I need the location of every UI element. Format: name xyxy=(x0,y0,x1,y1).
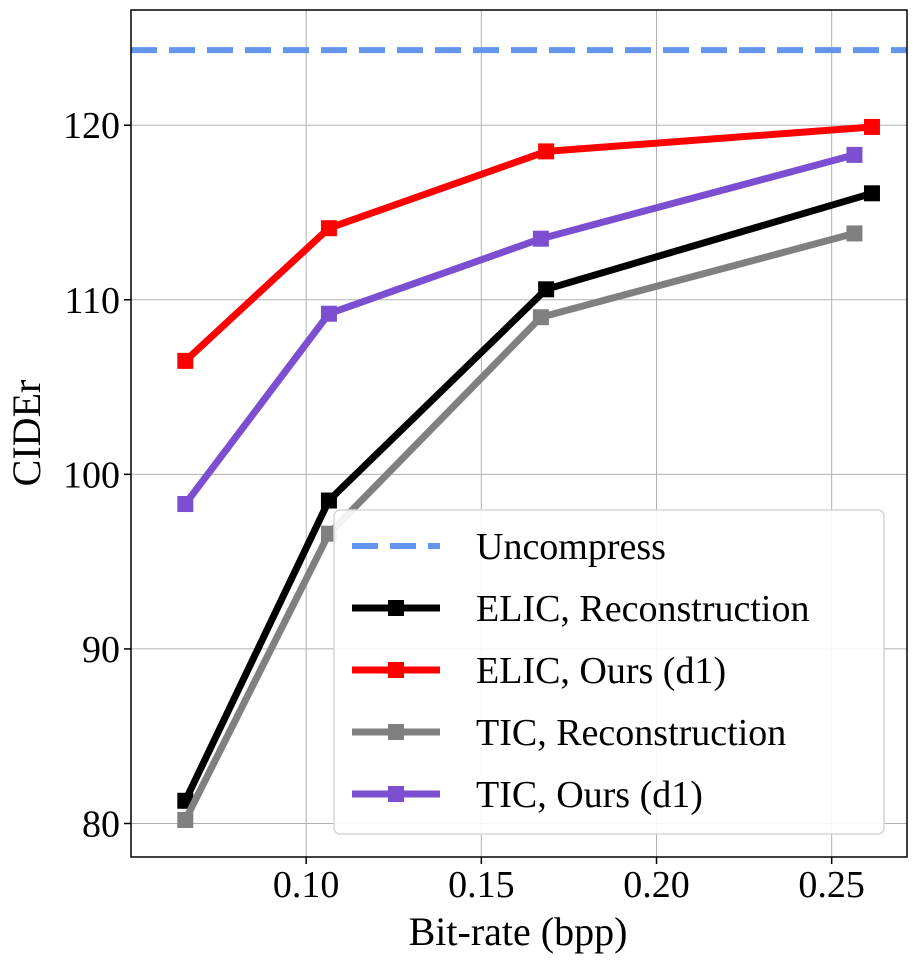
data-point-elic-reconstruction xyxy=(538,281,555,298)
legend-marker-tic-reconstruction xyxy=(388,724,404,740)
data-point-elic-reconstruction xyxy=(863,185,880,202)
series-line-tic-ours-d1 xyxy=(182,151,856,507)
legend-marker-elic-ours-d1 xyxy=(388,662,404,678)
x-tick-label: 0.25 xyxy=(798,864,865,906)
series-elic-ours-d1 xyxy=(177,118,880,369)
series-line-elic-reconstruction xyxy=(182,189,873,803)
series-layer xyxy=(177,118,880,828)
y-tick-label: 110 xyxy=(64,280,120,322)
data-point-elic-reconstruction xyxy=(320,492,337,509)
x-axis-title: Bit-rate (bpp) xyxy=(409,909,628,954)
data-point-tic-reconstruction xyxy=(177,811,194,828)
data-point-elic-ours-d1 xyxy=(320,220,337,237)
series-line-tic-reconstruction xyxy=(182,230,856,822)
data-point-elic-ours-d1 xyxy=(177,352,194,369)
y-tick-label: 100 xyxy=(63,454,120,496)
x-tick-label: 0.15 xyxy=(448,864,515,906)
data-point-elic-ours-d1 xyxy=(863,118,880,135)
data-point-tic-reconstruction xyxy=(532,309,549,326)
y-tick-label: 80 xyxy=(82,803,120,845)
tick-layer: 0.10 0.15 0.20 0.25 80 90 100 110 120 xyxy=(63,105,865,906)
legend-label-uncompress: Uncompress xyxy=(476,526,666,568)
series-elic-reconstruction xyxy=(177,185,880,809)
y-axis-title: CIDEr xyxy=(4,380,49,487)
data-point-tic-ours-d1 xyxy=(846,146,863,163)
legend-marker-tic-ours-d1 xyxy=(388,786,404,802)
plot-frame xyxy=(130,9,908,858)
legend-box xyxy=(333,509,885,835)
legend-label-tic-ours-d1: TIC, Ours (d1) xyxy=(476,774,703,816)
data-point-tic-ours-d1 xyxy=(320,305,337,322)
y-tick-label: 120 xyxy=(63,105,120,147)
legend-label-elic-ours-d1: ELIC, Ours (d1) xyxy=(476,650,726,692)
data-point-tic-reconstruction xyxy=(320,525,337,542)
series-tic-ours-d1 xyxy=(177,146,863,513)
legend-marker-elic-reconstruction xyxy=(388,600,404,616)
x-tick-label: 0.20 xyxy=(623,864,690,906)
data-point-tic-ours-d1 xyxy=(532,230,549,247)
data-point-tic-reconstruction xyxy=(846,225,863,242)
series-line-elic-ours-d1 xyxy=(182,123,873,364)
legend: Uncompress ELIC, Reconstruction ELIC, Ours… xyxy=(333,509,885,835)
series-tic-reconstruction xyxy=(177,225,863,828)
x-tick-label: 0.10 xyxy=(273,864,340,906)
y-tick-label: 90 xyxy=(82,629,120,671)
legend-label-elic-reconstruction: ELIC, Reconstruction xyxy=(476,588,809,630)
data-point-tic-ours-d1 xyxy=(177,496,194,513)
data-point-elic-ours-d1 xyxy=(538,143,555,160)
legend-label-tic-reconstruction: TIC, Reconstruction xyxy=(476,712,786,754)
